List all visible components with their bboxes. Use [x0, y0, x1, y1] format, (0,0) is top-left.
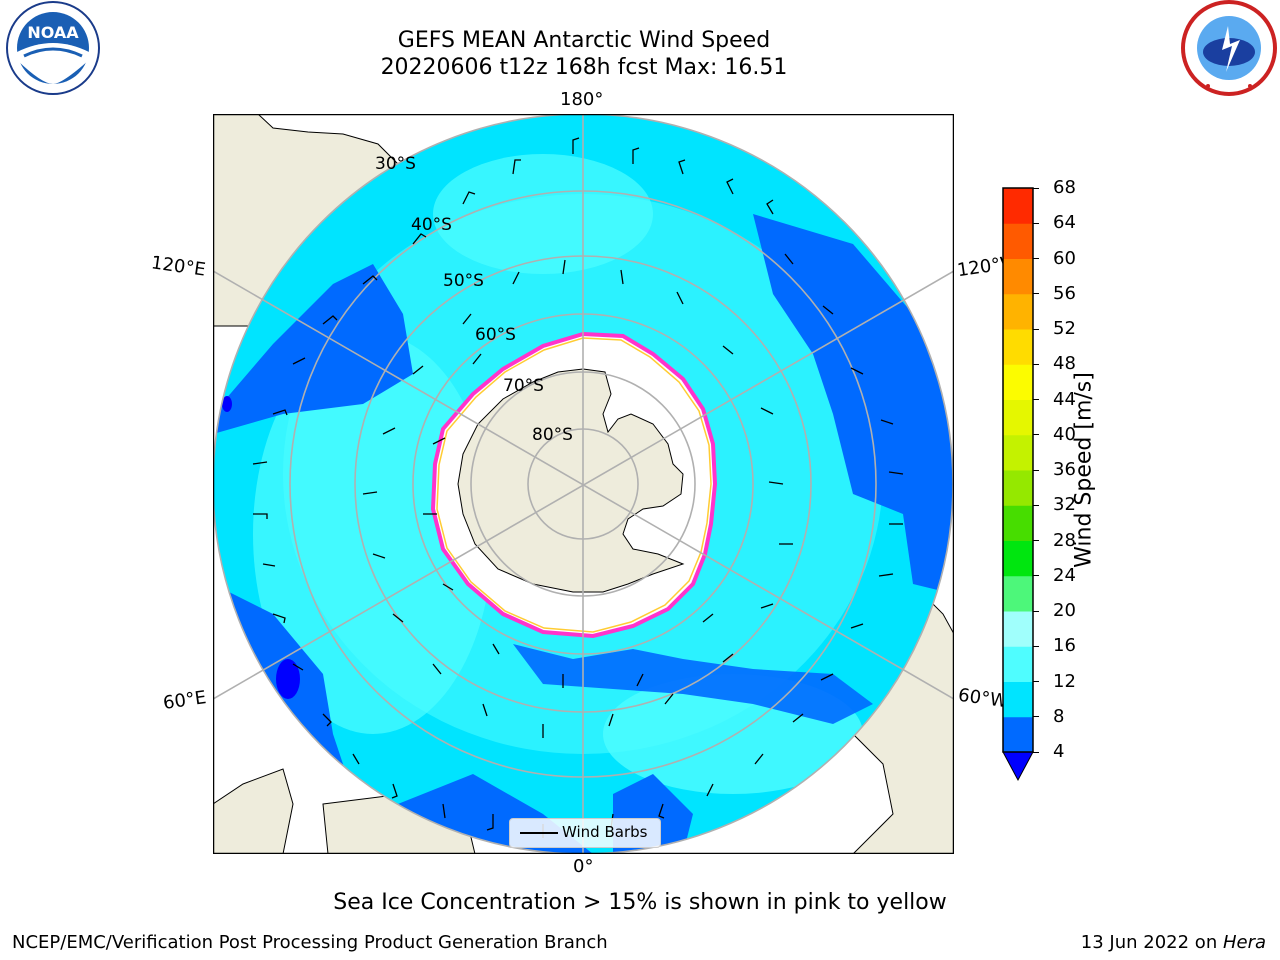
wind-barb-line-icon: [520, 832, 558, 834]
colorbar-swatch: [1003, 646, 1033, 682]
colorbar-swatch: [1003, 223, 1033, 259]
lon-label-120e: 120°E: [149, 252, 207, 281]
colorbar-swatch: [1003, 258, 1033, 295]
colorbar-swatch: [1003, 681, 1033, 718]
chart-title-line1: GEFS MEAN Antarctic Wind Speed: [397, 28, 771, 53]
colorbar-swatch: [1003, 364, 1033, 400]
lat-label-70s: 70°S: [503, 376, 544, 396]
colorbar-tick-mark: [1033, 575, 1039, 577]
noaa-logo-icon: NOAA: [2, 0, 104, 98]
colorbar-swatch: [1003, 399, 1033, 436]
colorbar-tick-mark: [1033, 469, 1039, 471]
colorbar-swatch: [1003, 470, 1033, 506]
wind-barbs-legend: Wind Barbs: [509, 818, 661, 848]
colorbar-tick-label: 40: [1053, 423, 1076, 445]
colorbar-tick-label: 20: [1053, 600, 1076, 621]
sea-ice-note: Sea Ice Concentration > 15% is shown in …: [333, 890, 947, 915]
colorbar-tick-mark: [1033, 681, 1039, 682]
colorbar-swatch: [1003, 434, 1033, 471]
national-weather-service-logo-icon: [1178, 0, 1280, 98]
colorbar-tick-label: 56: [1053, 282, 1076, 304]
latitude-labels: 30°S 40°S 50°S 60°S 70°S 80°S: [375, 154, 573, 445]
colorbar-swatch: [1003, 293, 1033, 330]
colorbar-swatch: [1003, 188, 1033, 224]
colorbar-tick-mark: [1033, 363, 1039, 365]
antarctica-land: [457, 368, 685, 593]
polar-wind-map: 30°S 40°S 50°S 60°S 70°S 80°S: [212, 113, 955, 855]
colorbar-tick-mark: [1033, 504, 1039, 506]
colorbar-tick-mark: [1033, 187, 1039, 189]
colorbar-tick-label: 52: [1053, 318, 1076, 339]
colorbar-swatch: [1003, 611, 1033, 647]
lon-label-180: 180°: [560, 89, 604, 110]
colorbar-tick-label: 44: [1053, 388, 1076, 410]
colorbar-tick-mark: [1033, 716, 1039, 718]
colorbar-tick-label: 36: [1053, 459, 1076, 480]
colorbar-swatch: [1003, 716, 1033, 753]
colorbar-tick-mark: [1033, 645, 1039, 647]
colorbar-tick-label: 24: [1053, 564, 1076, 586]
wind-barbs: [252, 137, 904, 838]
colorbar-tick-mark: [1033, 328, 1039, 330]
colorbar-swatch: [1003, 329, 1033, 365]
colorbar-tick-label: 60: [1053, 247, 1076, 269]
colorbar-tick-mark: [1033, 293, 1039, 295]
noaa-logo-text: NOAA: [27, 23, 79, 42]
colorbar-tick-mark: [1033, 222, 1039, 224]
colorbar-tick-mark: [1033, 540, 1039, 541]
lat-label-60s: 60°S: [475, 325, 516, 345]
colorbar-tick-mark: [1033, 399, 1039, 400]
chart-title-line2: 20220606 t12z 168h fcst Max: 16.51: [380, 55, 788, 80]
colorbar-tick-label: 28: [1053, 529, 1076, 551]
colorbar-tick-label: 12: [1053, 670, 1076, 692]
lon-label-60e: 60°E: [161, 687, 208, 714]
lat-label-40s: 40°S: [411, 215, 452, 235]
colorbar-tick-label: 16: [1053, 635, 1076, 657]
lon-label-0: 0°: [573, 856, 594, 877]
colorbar-tick-mark: [1033, 258, 1039, 259]
lat-label-50s: 50°S: [443, 271, 484, 291]
lat-label-80s: 80°S: [532, 425, 573, 445]
colorbar-swatch: [1003, 505, 1033, 541]
colorbar-tick-label: 32: [1053, 494, 1076, 516]
footer-date: 13 Jun 2022 on Hera: [1081, 932, 1266, 953]
footer-host: Hera: [1222, 932, 1266, 953]
colorbar-tick-mark: [1033, 751, 1039, 753]
colorbar-swatch: [1003, 575, 1033, 612]
lon-label-60w: 60°W: [956, 684, 1009, 713]
colorbar-title: Wind Speed [m/s]: [1071, 372, 1097, 568]
colorbar-tick-label: 64: [1053, 212, 1076, 234]
colorbar-tick-label: 68: [1053, 177, 1076, 198]
footer-credit: NCEP/EMC/Verification Post Processing Pr…: [12, 932, 608, 953]
colorbar-tick-label: 4: [1053, 741, 1065, 762]
colorbar-tick-mark: [1033, 610, 1039, 612]
colorbar-tick-label: 48: [1053, 353, 1076, 375]
colorbar-swatch: [1003, 540, 1033, 577]
colorbar-tick-label: 8: [1053, 705, 1065, 727]
legend-label: Wind Barbs: [562, 823, 648, 841]
colorbar-under-arrow: [1002, 751, 1034, 782]
lat-label-30s: 30°S: [375, 154, 416, 174]
footer-date-text: 13 Jun 2022 on: [1080, 932, 1223, 953]
colorbar-tick-mark: [1033, 434, 1039, 436]
colorbar: [1002, 187, 1034, 782]
